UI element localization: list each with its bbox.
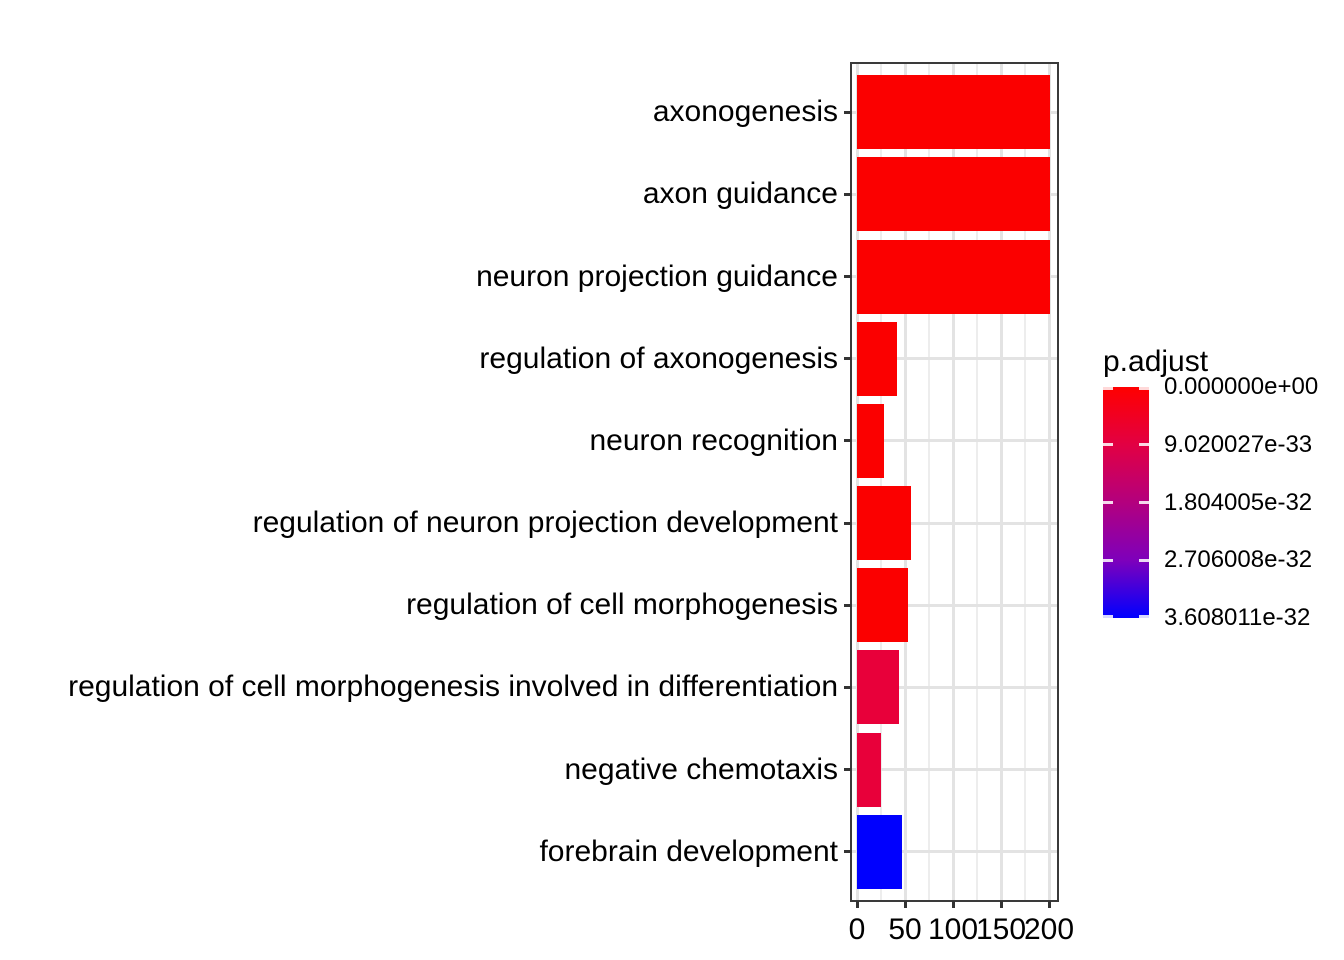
- legend-colorbar-tick-right: [1139, 501, 1149, 504]
- legend-colorbar-tick-left: [1103, 387, 1113, 390]
- legend-colorbar-tick-left: [1103, 615, 1113, 618]
- y-axis-category-label: axonogenesis: [652, 95, 838, 129]
- y-axis-tick: [844, 850, 851, 854]
- bar-axon-guidance: [857, 157, 1050, 231]
- gridline-major-horizontal: [851, 521, 1059, 525]
- legend-colorbar-tick-right: [1139, 443, 1149, 447]
- bar-neuron-recognition: [857, 404, 884, 478]
- y-axis-tick: [844, 685, 851, 689]
- gridline-major-vertical: [999, 63, 1003, 901]
- x-axis-tick-label: 0: [848, 913, 866, 946]
- gridline-major-vertical: [951, 63, 955, 901]
- gridline-major-horizontal: [851, 357, 1059, 361]
- gridline-minor-vertical: [880, 63, 882, 901]
- y-axis-category-label: forebrain development: [539, 834, 838, 868]
- y-axis-category-label: regulation of axonogenesis: [479, 341, 838, 375]
- gridline-major-horizontal: [851, 850, 1059, 854]
- gridline-major-horizontal: [851, 685, 1059, 689]
- bar-axonogenesis: [857, 75, 1050, 149]
- y-axis-tick: [844, 192, 851, 196]
- legend-colorbar-tick-right: [1139, 387, 1149, 390]
- gridline-major-vertical: [903, 63, 907, 901]
- y-axis-tick: [844, 357, 851, 361]
- legend-tick-label: 2.706008e-32: [1164, 546, 1313, 574]
- legend-colorbar-tick-left: [1103, 558, 1113, 562]
- x-axis-tick-label: 100: [927, 913, 979, 946]
- gridline-minor-vertical: [1024, 63, 1026, 901]
- gridline-minor-vertical: [928, 63, 930, 901]
- gridline-minor-vertical: [976, 63, 978, 901]
- legend-title: p.adjust: [1103, 345, 1209, 378]
- x-axis-tick-label: 200: [1023, 913, 1075, 946]
- bar-regulation-of-neuron-projection-development: [857, 486, 911, 560]
- x-axis-tick-label: 150: [975, 913, 1027, 946]
- legend-colorbar-tick-right: [1139, 558, 1149, 562]
- y-axis-tick: [844, 768, 851, 772]
- gridline-major-horizontal: [851, 768, 1059, 772]
- x-axis-tick: [999, 901, 1003, 908]
- legend-colorbar-tick-left: [1103, 501, 1113, 504]
- y-axis-category-label: neuron projection guidance: [476, 259, 838, 293]
- bar-regulation-of-axonogenesis: [857, 322, 897, 396]
- gridline-major-horizontal: [851, 603, 1059, 607]
- y-axis-tick: [844, 275, 851, 279]
- legend-tick-label: 0.000000e+00: [1164, 373, 1319, 400]
- bar-regulation-of-cell-morphogenesis: [857, 568, 908, 642]
- y-axis-category-label: neuron recognition: [589, 423, 838, 457]
- legend-tick-label: 1.804005e-32: [1164, 488, 1313, 516]
- y-axis-tick: [844, 603, 851, 607]
- bar-neuron-projection-guidance: [857, 240, 1050, 314]
- gridline-major-horizontal: [851, 439, 1059, 443]
- y-axis-category-label: axon guidance: [642, 177, 838, 211]
- legend-colorbar-tick-right: [1139, 615, 1149, 618]
- y-axis-tick: [844, 110, 851, 114]
- y-axis-tick: [844, 439, 851, 443]
- y-axis-category-label: regulation of cell morphogenesis: [406, 588, 838, 622]
- x-axis-tick-label: 50: [888, 913, 922, 946]
- y-axis-category-label: regulation of cell morphogenesis involve…: [68, 670, 838, 704]
- x-axis-tick: [903, 901, 907, 908]
- y-axis-category-label: regulation of neuron projection developm…: [252, 506, 838, 540]
- y-axis-category-label: negative chemotaxis: [564, 752, 839, 786]
- x-axis-tick: [855, 901, 859, 908]
- legend-tick-label: 9.020027e-33: [1164, 430, 1313, 458]
- y-axis-tick: [844, 521, 851, 525]
- x-axis-tick: [951, 901, 955, 908]
- bar-forebrain-development: [857, 815, 902, 889]
- gridline-major-vertical: [1047, 63, 1051, 901]
- x-axis-tick: [1047, 901, 1051, 908]
- bar-regulation-of-cell-morphogenesis-involved-in-differentiation: [857, 650, 899, 724]
- legend-colorbar-tick-left: [1103, 443, 1113, 447]
- bar-negative-chemotaxis: [857, 733, 881, 807]
- gridline-major-vertical: [855, 63, 859, 901]
- legend-tick-label: 3.608011e-32: [1164, 604, 1311, 631]
